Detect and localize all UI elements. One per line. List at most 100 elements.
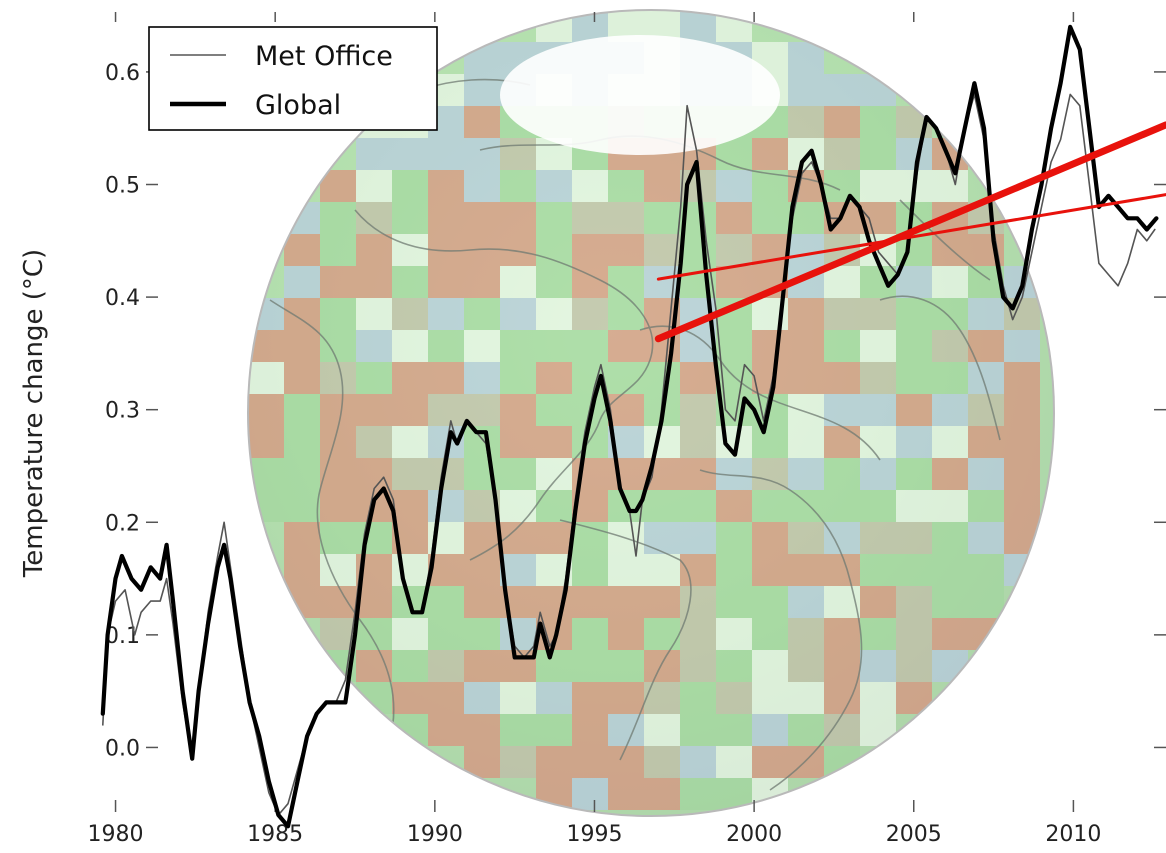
globe-cell <box>896 138 932 170</box>
globe-cell <box>896 426 932 458</box>
globe-cell <box>680 426 716 458</box>
globe-cell <box>392 458 428 490</box>
globe-cell <box>932 522 968 554</box>
globe-cell <box>932 266 968 298</box>
globe-cell <box>1004 362 1040 394</box>
globe-cell <box>644 746 680 778</box>
globe-cell <box>248 394 284 426</box>
globe-cell <box>788 42 824 74</box>
globe-cell <box>536 746 572 778</box>
y-tick-label: 0.5 <box>105 174 140 199</box>
globe-cell <box>428 138 464 170</box>
globe-cell <box>680 746 716 778</box>
globe-cell <box>464 586 500 618</box>
globe-cell <box>608 618 644 650</box>
globe-cell <box>896 266 932 298</box>
globe-cell <box>392 330 428 362</box>
globe-cell <box>788 234 824 266</box>
globe-cell <box>428 682 464 714</box>
globe-cell <box>752 330 788 362</box>
globe-cell <box>968 554 1004 586</box>
globe-cell <box>356 394 392 426</box>
globe-cell <box>824 298 860 330</box>
globe-cell <box>392 234 428 266</box>
globe-cell <box>500 394 536 426</box>
globe-cell <box>824 554 860 586</box>
globe-cell <box>428 618 464 650</box>
globe-cell <box>464 618 500 650</box>
globe-cell <box>716 170 752 202</box>
globe-cell <box>500 330 536 362</box>
globe-cell <box>284 330 320 362</box>
globe-cell <box>932 554 968 586</box>
globe-cell <box>644 234 680 266</box>
globe-cell <box>284 234 320 266</box>
globe-cell <box>536 170 572 202</box>
globe-cell <box>248 490 284 522</box>
globe-cell <box>644 778 680 810</box>
globe-cell <box>896 682 932 714</box>
globe-cell <box>644 170 680 202</box>
globe-cell <box>860 554 896 586</box>
globe-cell <box>320 394 356 426</box>
globe-cell <box>824 458 860 490</box>
globe-cell <box>428 586 464 618</box>
globe-cell <box>356 650 392 682</box>
globe-cell <box>464 650 500 682</box>
globe-cell <box>788 394 824 426</box>
globe-cell <box>608 234 644 266</box>
globe-cell <box>392 362 428 394</box>
x-tick-label: 1995 <box>566 822 622 847</box>
globe-cell <box>788 490 824 522</box>
globe-cell <box>428 170 464 202</box>
globe-cell <box>932 234 968 266</box>
globe-cell <box>680 586 716 618</box>
globe-cell <box>464 298 500 330</box>
globe-cell <box>968 426 1004 458</box>
globe-cell <box>392 138 428 170</box>
globe-cell <box>752 554 788 586</box>
globe-cell <box>500 298 536 330</box>
globe-cell <box>644 650 680 682</box>
globe-cell <box>428 298 464 330</box>
x-tick-label: 2010 <box>1045 822 1101 847</box>
globe-cell <box>428 490 464 522</box>
globe-cell <box>824 586 860 618</box>
globe-cell <box>428 266 464 298</box>
globe-cell <box>392 682 428 714</box>
y-tick-label: 0.0 <box>105 736 140 761</box>
trend-line-thick <box>654 121 1166 343</box>
globe-cell <box>572 618 608 650</box>
globe-cell <box>788 426 824 458</box>
globe-cell <box>1004 458 1040 490</box>
globe-cell <box>608 266 644 298</box>
globe-cell <box>320 522 356 554</box>
globe-cell <box>680 362 716 394</box>
y-tick-label: 0.3 <box>105 399 140 424</box>
globe-cell <box>1004 490 1040 522</box>
globe-cell <box>428 394 464 426</box>
globe-cell <box>572 330 608 362</box>
globe-cell <box>356 362 392 394</box>
globe-cell <box>572 746 608 778</box>
globe-cell <box>896 522 932 554</box>
globe-cell <box>608 330 644 362</box>
globe-cell <box>536 362 572 394</box>
globe-cell <box>860 138 896 170</box>
legend: Met Office Global <box>148 26 438 131</box>
globe-cell <box>968 586 1004 618</box>
globe-cell <box>392 650 428 682</box>
globe-cell <box>464 714 500 746</box>
globe-cell <box>284 298 320 330</box>
globe-cell <box>572 202 608 234</box>
globe-cell <box>680 394 716 426</box>
globe-cell <box>716 202 752 234</box>
globe-cell <box>788 554 824 586</box>
globe-cell <box>500 362 536 394</box>
globe-cell <box>788 650 824 682</box>
globe-cell <box>320 266 356 298</box>
globe-cell <box>572 650 608 682</box>
globe-cell <box>752 522 788 554</box>
globe-cell <box>608 554 644 586</box>
globe-cell <box>356 522 392 554</box>
